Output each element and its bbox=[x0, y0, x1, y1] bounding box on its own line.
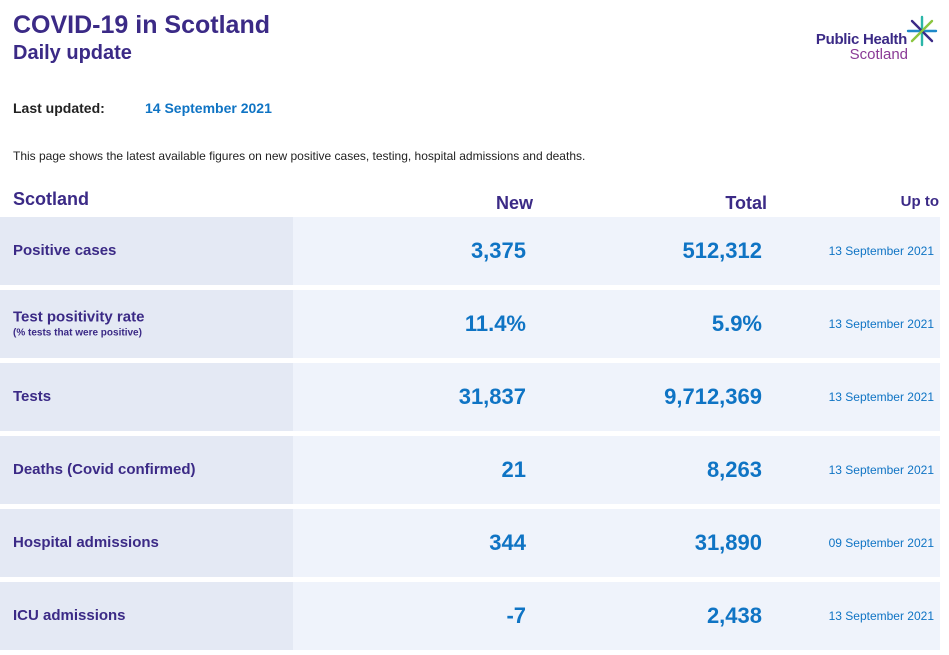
row-label-text: ICU admissions bbox=[13, 607, 126, 624]
row-label-text: Deaths (Covid confirmed) bbox=[13, 461, 196, 478]
up-to-date: 13 September 2021 bbox=[828, 390, 934, 404]
up-to-date: 13 September 2021 bbox=[828, 317, 934, 331]
row-label: Positive cases bbox=[13, 242, 116, 260]
total-value: 2,438 bbox=[706, 603, 762, 628]
last-updated-date: 14 September 2021 bbox=[145, 100, 272, 116]
column-header-total: Total bbox=[725, 193, 767, 213]
up-to-date: 13 September 2021 bbox=[828, 609, 934, 623]
row-label-cell: Test positivity rate (% tests that were … bbox=[0, 290, 293, 358]
new-value: 344 bbox=[489, 530, 526, 555]
new-value: -7 bbox=[506, 603, 526, 628]
row-label-cell: Hospital admissions bbox=[0, 509, 293, 577]
new-value: 3,375 bbox=[470, 238, 526, 263]
column-header-region: Scotland bbox=[13, 189, 90, 209]
intro-text: This page shows the latest available fig… bbox=[13, 149, 586, 163]
row-label-text: Hospital admissions bbox=[13, 534, 159, 551]
table-row-tests: Tests 31,837 9,712,369 13 September 2021 bbox=[0, 363, 940, 431]
new-value: 11.4% bbox=[464, 311, 526, 336]
star-burst-icon bbox=[906, 15, 938, 47]
row-label: ICU admissions bbox=[13, 607, 126, 625]
logo-text-public-health: Public Health bbox=[815, 31, 907, 48]
up-to-date: 13 September 2021 bbox=[828, 244, 934, 258]
total-value: 9,712,369 bbox=[664, 384, 762, 409]
total-value: 8,263 bbox=[706, 457, 762, 482]
row-label-cell: ICU admissions bbox=[0, 582, 293, 650]
row-label: Deaths (Covid confirmed) bbox=[13, 461, 196, 479]
last-updated-label: Last updated: bbox=[13, 100, 105, 116]
total-value: 5.9% bbox=[711, 311, 762, 336]
row-label: Test positivity rate (% tests that were … bbox=[13, 309, 144, 340]
table-row-test-positivity: Test positivity rate (% tests that were … bbox=[0, 290, 940, 358]
total-value: 31,890 bbox=[694, 530, 762, 555]
row-label-text: Positive cases bbox=[13, 242, 117, 259]
table-row-icu-admissions: ICU admissions -7 2,438 13 September 202… bbox=[0, 582, 940, 650]
column-header-new: New bbox=[495, 193, 533, 213]
row-sublabel: (% tests that were positive) bbox=[13, 327, 142, 339]
total-value: 512,312 bbox=[682, 238, 762, 263]
table-row-positive-cases: Positive cases 3,375 512,312 13 Septembe… bbox=[0, 217, 940, 285]
row-label: Tests bbox=[13, 388, 51, 406]
up-to-date: 13 September 2021 bbox=[828, 463, 934, 477]
row-label: Hospital admissions bbox=[13, 534, 159, 552]
phs-logo[interactable]: Public Health Scotland bbox=[798, 14, 943, 66]
row-label-text: Test positivity rate bbox=[13, 308, 145, 326]
column-header-up-to: Up to bbox=[900, 193, 939, 210]
row-label-cell: Positive cases bbox=[0, 217, 293, 285]
page-subtitle: Daily update bbox=[13, 42, 132, 64]
figures-table: Positive cases 3,375 512,312 13 Septembe… bbox=[0, 217, 940, 655]
row-label-cell: Deaths (Covid confirmed) bbox=[0, 436, 293, 504]
row-label-cell: Tests bbox=[0, 363, 293, 431]
new-value: 21 bbox=[501, 457, 526, 482]
table-row-hospital-admissions: Hospital admissions 344 31,890 09 Septem… bbox=[0, 509, 940, 577]
page-title: COVID-19 in Scotland bbox=[13, 11, 270, 39]
logo-text-scotland: Scotland bbox=[849, 46, 908, 63]
up-to-date: 09 September 2021 bbox=[828, 536, 934, 550]
table-row-deaths: Deaths (Covid confirmed) 21 8,263 13 Sep… bbox=[0, 436, 940, 504]
row-label-text: Tests bbox=[13, 388, 52, 405]
new-value: 31,837 bbox=[458, 384, 526, 409]
